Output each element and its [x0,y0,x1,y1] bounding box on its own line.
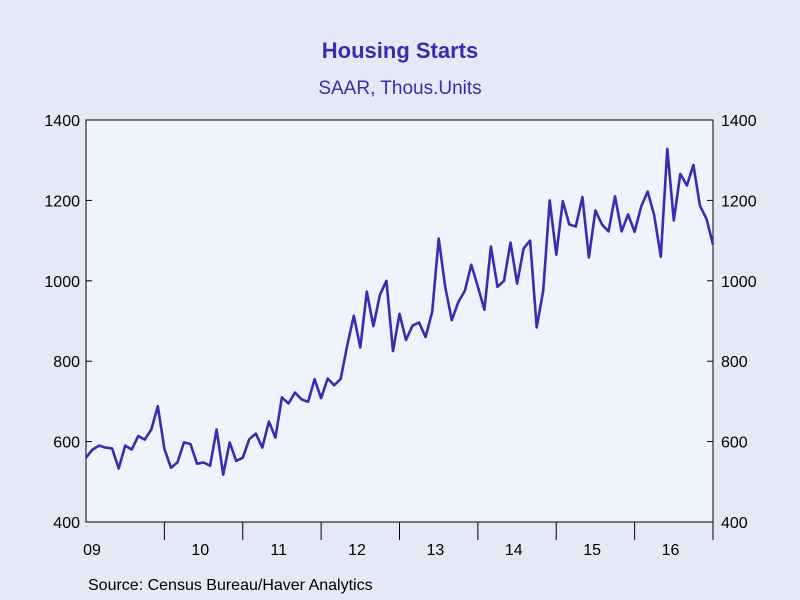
y-tick-label-right: 600 [721,435,748,452]
x-tick-label: 12 [348,542,366,559]
x-tick-label: 15 [583,542,601,559]
chart-source: Source: Census Bureau/Haver Analytics [88,577,373,594]
y-tick-label-left: 1400 [44,113,80,130]
y-tick-label-left: 600 [53,435,80,452]
y-axis-right: 400 600 800 1000 1200 1400 [707,113,757,532]
y-tick-label-left: 800 [53,354,80,371]
x-tick-marks [163,522,714,540]
y-tick-label-right: 1400 [721,113,757,130]
y-tick-label-left: 400 [53,515,80,532]
y-tick-label-right: 1200 [721,193,757,210]
y-tick-label-right: 800 [721,354,748,371]
x-tick-label: 10 [191,542,209,559]
y-tick-label-right: 400 [721,515,748,532]
chart-subtitle: SAAR, Thous.Units [318,78,482,99]
x-tick-label: 11 [270,542,287,559]
x-tick-label: 13 [427,542,445,559]
x-tick-label: 16 [662,542,680,559]
x-axis: 09 10 11 12 13 14 15 16 [83,542,679,559]
series-line [84,147,715,476]
y-tick-label-left: 1200 [44,193,80,210]
y-tick-label-left: 1000 [44,274,80,291]
y-tick-label-right: 1000 [721,274,757,291]
x-tick-label: 09 [83,542,101,559]
x-tick-label: 14 [505,542,523,559]
chart-title: Housing Starts [321,38,479,63]
y-axis-left: 400 600 800 1000 1200 1400 [44,113,92,532]
